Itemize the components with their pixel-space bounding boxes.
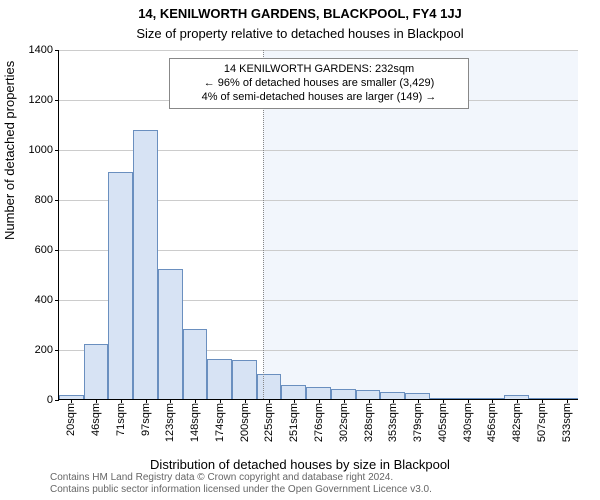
x-tick-label: 456sqm [486,399,498,442]
x-tick-label: 302sqm [338,399,350,442]
x-tick-label: 251sqm [288,399,300,442]
histogram-bar [281,385,306,399]
histogram-bar [207,359,232,399]
x-tick-label: 482sqm [511,399,523,442]
x-tick-label: 20sqm [65,399,77,436]
y-tick-label: 600 [35,244,59,256]
x-tick-label: 46sqm [90,399,102,436]
x-tick-label: 328sqm [363,399,375,442]
x-tick-label: 276sqm [313,399,325,442]
y-tick-label: 200 [35,344,59,356]
y-tick-label: 1200 [29,94,59,106]
x-tick-label: 507sqm [536,399,548,442]
histogram-bar [479,398,504,399]
footnote: Contains HM Land Registry data © Crown c… [50,472,590,496]
histogram-bar [430,398,455,399]
x-tick-label: 174sqm [214,399,226,442]
y-tick-label: 400 [35,294,59,306]
page-subtitle: Size of property relative to detached ho… [0,26,600,41]
annotation-box: 14 KENILWORTH GARDENS: 232sqm ← 96% of d… [169,58,469,109]
footnote-line1: Contains HM Land Registry data © Crown c… [50,472,590,484]
x-tick-label: 405sqm [437,399,449,442]
y-tick-label: 0 [47,394,59,406]
histogram-bar [504,395,529,399]
annotation-line3: 4% of semi-detached houses are larger (1… [178,91,460,105]
histogram-bar [108,172,133,400]
x-axis-label: Distribution of detached houses by size … [0,457,600,472]
x-tick-label: 148sqm [189,399,201,442]
chart-plot-area: 14 KENILWORTH GARDENS: 232sqm ← 96% of d… [58,50,578,400]
page-title: 14, KENILWORTH GARDENS, BLACKPOOL, FY4 1… [0,6,600,21]
x-tick-label: 71sqm [115,399,127,436]
histogram-bar [257,374,282,399]
y-tick-label: 1400 [29,44,59,56]
histogram-bar [405,393,430,399]
footnote-line2: Contains public sector information licen… [50,484,590,496]
x-tick-label: 123sqm [164,399,176,442]
x-tick-label: 200sqm [239,399,251,442]
histogram-bar [455,398,480,399]
annotation-line1: 14 KENILWORTH GARDENS: 232sqm [178,63,460,77]
histogram-bar [59,395,84,399]
histogram-bar [553,398,578,399]
histogram-bar [133,130,158,399]
x-tick-label: 97sqm [140,399,152,436]
histogram-bar [306,387,331,400]
x-tick-label: 379sqm [412,399,424,442]
histogram-bar [232,360,257,399]
annotation-line2: ← 96% of detached houses are smaller (3,… [178,77,460,91]
x-tick-label: 353sqm [387,399,399,442]
x-tick-label: 430sqm [462,399,474,442]
x-tick-label: 533sqm [561,399,573,442]
x-tick-label: 225sqm [263,399,275,442]
histogram-bar [356,390,381,399]
y-tick-label: 1000 [29,144,59,156]
y-tick-label: 800 [35,194,59,206]
histogram-bar [158,269,183,399]
histogram-bar [183,329,208,399]
y-axis-label: Number of detached properties [2,61,17,240]
histogram-bar [84,344,109,399]
histogram-bar [529,398,554,399]
histogram-bar [380,392,405,400]
histogram-bar [331,389,356,399]
